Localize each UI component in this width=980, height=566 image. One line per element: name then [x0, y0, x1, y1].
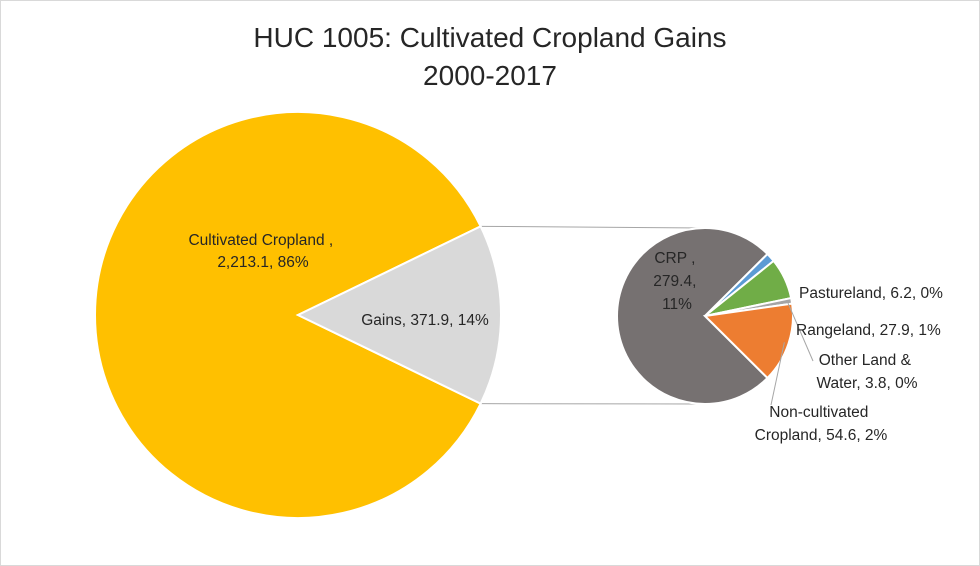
connector-line-top	[480, 225, 706, 229]
secondary-pie	[616, 227, 794, 405]
label-rangeland: Rangeland, 27.9, 1%	[796, 322, 941, 339]
chart-title-line1: HUC 1005: Cultivated Cropland Gains	[253, 22, 727, 53]
slice-gains-371-9-14	[295, 225, 502, 405]
label-pastureland: Pastureland, 6.2, 0%	[799, 285, 943, 302]
leader-lines	[770, 301, 814, 406]
label-cultivated-cropland: Cultivated Cropland , 2,213.1, 86%	[188, 232, 337, 271]
leader-line-other-land	[786, 301, 814, 362]
chart-title: HUC 1005: Cultivated Cropland Gains 2000…	[1, 19, 979, 95]
slice-non-cultivated	[702, 302, 794, 380]
label-non-cultivated-cropland: Non-cultivated Cropland, 54.6, 2%	[755, 404, 888, 444]
slice-crp	[616, 227, 769, 405]
label-crp: CRP , 279.4, 11%	[653, 250, 700, 313]
chart-title-line2: 2000-2017	[423, 60, 557, 91]
connector-lines	[480, 225, 706, 405]
leader-line-non-cultivated	[770, 342, 785, 406]
slice-cultivated-cropland	[94, 111, 482, 519]
label-gains: Gains, 371.9, 14%	[361, 312, 489, 329]
main-pie	[94, 111, 502, 519]
label-other-land-water: Other Land & Water, 3.8, 0%	[816, 352, 917, 392]
